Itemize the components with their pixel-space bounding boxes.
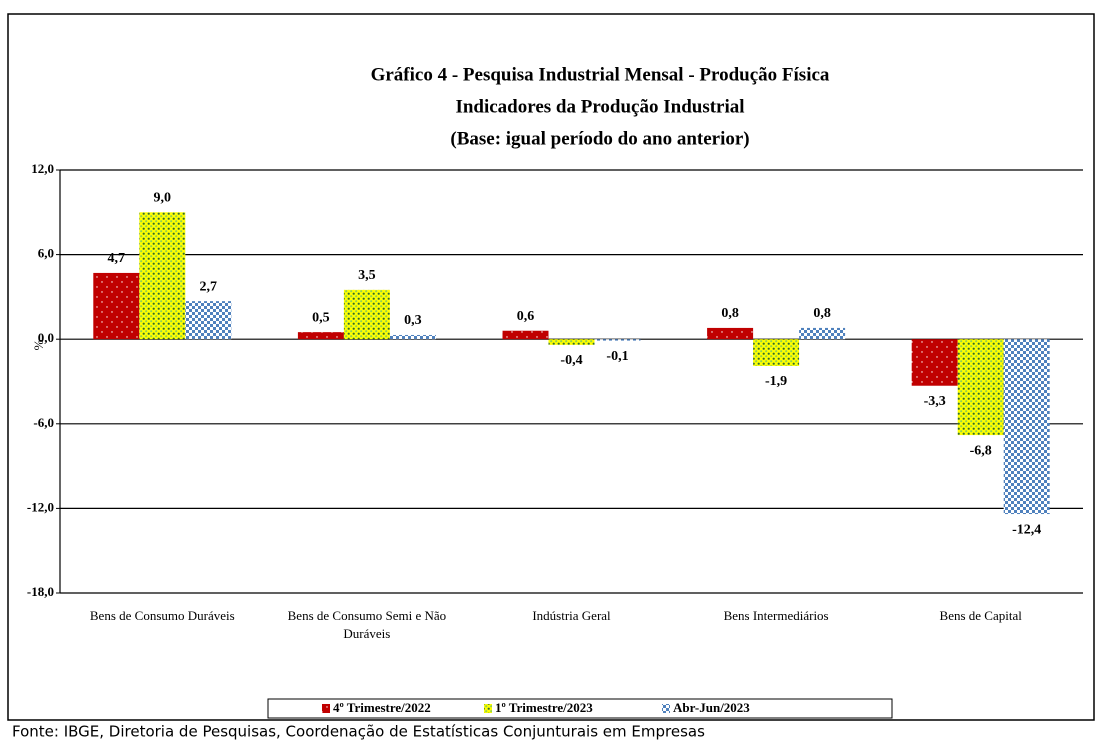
bar: [799, 327, 846, 340]
source: Fonte: IBGE, Diretoria de Pesquisas, Coo…: [12, 723, 705, 741]
data-label: -1,9: [765, 374, 787, 389]
bar: [707, 327, 754, 340]
legend-box: [267, 698, 893, 719]
data-label: 0,6: [517, 309, 535, 324]
legend-swatch: [322, 704, 330, 713]
bar: [185, 301, 232, 340]
y-tick-label: -6,0: [33, 415, 54, 430]
data-label: -3,3: [924, 394, 946, 409]
chart-title: Gráfico 4 - Pesquisa Industrial Mensal -…: [371, 64, 830, 85]
data-label: -0,1: [606, 349, 628, 364]
data-label: 4,7: [108, 251, 126, 266]
legend-label: 1º Trimestre/2023: [495, 700, 593, 715]
legend-label: 4º Trimestre/2022: [333, 700, 431, 715]
data-label: -0,4: [560, 353, 582, 368]
bar: [594, 339, 641, 341]
bar: [297, 332, 344, 340]
x-tick-label: Bens de Consumo Semi e Não Duráveis: [288, 608, 447, 641]
legend-swatch: [662, 704, 670, 713]
data-label: 0,8: [721, 306, 739, 321]
y-tick-label: -18,0: [27, 584, 54, 599]
chart-subtitle: (Base: igual período do ano anterior): [450, 128, 749, 149]
data-label: 0,8: [813, 306, 831, 321]
bar: [139, 212, 186, 340]
x-tick-label: Bens Intermediários: [724, 608, 829, 623]
data-label: 0,5: [312, 310, 330, 325]
y-tick-label: 0,0: [38, 330, 54, 345]
data-label: -12,4: [1012, 522, 1041, 537]
y-axis-label: %: [31, 339, 46, 350]
bar: [911, 339, 958, 386]
data-label: 0,3: [404, 313, 422, 328]
bar: [957, 339, 1004, 436]
bar: [1003, 339, 1050, 515]
x-tick-label: Bens de Capital: [940, 608, 1023, 623]
x-tick-label: Bens de Consumo Duráveis: [90, 608, 235, 623]
chart-frame: [7, 13, 1095, 721]
bar: [389, 334, 436, 340]
data-label: -6,8: [970, 443, 992, 458]
bar: [93, 272, 140, 340]
data-label: 2,7: [200, 279, 218, 294]
chart-subtitle: Indicadores da Produção Industrial: [455, 96, 744, 117]
x-tick-label: Indústria Geral: [532, 608, 611, 623]
legend-swatch: [484, 704, 492, 713]
data-label: 3,5: [358, 268, 376, 283]
legend-label: Abr-Jun/2023: [673, 700, 750, 715]
bar: [502, 330, 549, 340]
data-label: 9,0: [154, 191, 172, 206]
bar: [753, 339, 800, 366]
y-tick-label: -12,0: [27, 499, 54, 514]
y-tick-label: 12,0: [31, 161, 54, 176]
y-tick-label: 6,0: [38, 246, 54, 261]
bar: [548, 339, 595, 345]
bar: [343, 289, 390, 340]
